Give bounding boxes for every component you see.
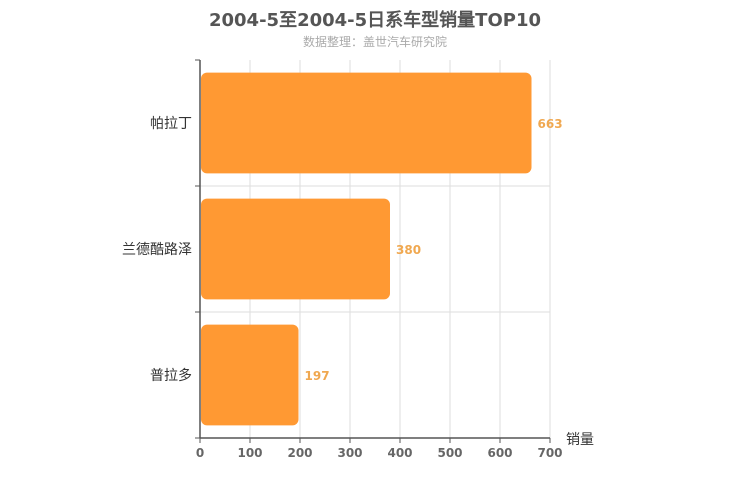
x-tick-label: 600 xyxy=(487,446,512,460)
axes xyxy=(195,59,551,443)
x-tick-label: 700 xyxy=(537,446,562,460)
value-label: 197 xyxy=(305,369,330,383)
x-tick-label: 300 xyxy=(337,446,362,460)
chart-subtitle: 数据整理：盖世汽车研究院 xyxy=(302,35,447,49)
value-label: 380 xyxy=(396,243,421,257)
x-tick-label: 200 xyxy=(287,446,312,460)
labels: 0 100 200 300 400 500 600 700 帕拉丁 663 兰德酷路泽 380 普拉多 1… xyxy=(122,116,594,460)
bar xyxy=(201,324,299,426)
bars xyxy=(201,72,532,426)
x-axis-title: 销量 xyxy=(566,432,594,448)
category-label: 帕拉丁 xyxy=(150,116,192,132)
chart-title: 2004-5至2004-5日系车型销量TOP10 xyxy=(208,10,541,31)
bar xyxy=(201,72,532,174)
bar xyxy=(201,198,390,300)
category-label: 兰德酷路泽 xyxy=(122,242,192,258)
x-tick-label: 100 xyxy=(237,446,262,460)
x-tick-label: 400 xyxy=(387,446,412,460)
x-tick-label: 0 xyxy=(196,446,204,460)
value-label: 663 xyxy=(538,117,563,131)
category-label: 普拉多 xyxy=(150,367,192,384)
x-tick-label: 500 xyxy=(437,446,462,460)
